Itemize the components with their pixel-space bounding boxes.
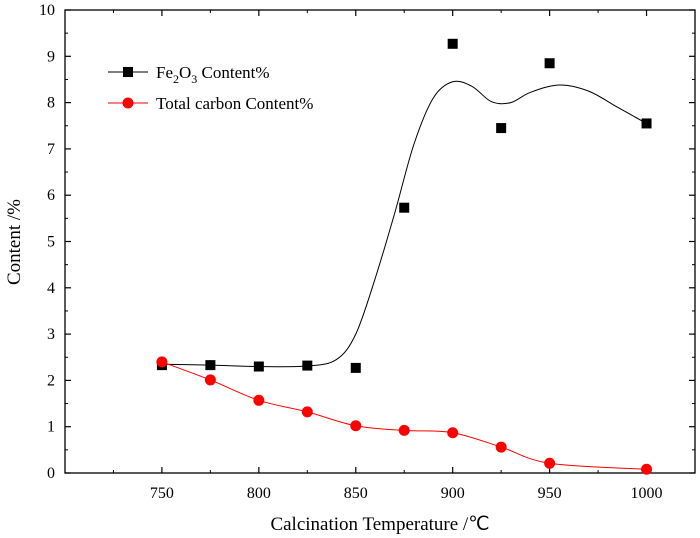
y-tick-label: 10 (39, 2, 55, 19)
y-tick-label: 2 (47, 372, 55, 389)
fe2o3-point (253, 361, 264, 372)
legend-fe2o3-label-part: Fe (156, 63, 173, 82)
legend-fe2o3-label-part: 2 (173, 72, 179, 86)
legend-fe2o3-label-part: 3 (191, 72, 197, 86)
fe2o3-point (350, 362, 361, 373)
fe2o3-fit-line (161, 80, 647, 368)
legend-fe2o3-label-part: Content% (197, 63, 269, 82)
legend-fe2o3-label: Fe2O3 Content% (156, 63, 270, 86)
fe2o3-point (447, 38, 458, 49)
carbon-point (301, 406, 313, 418)
x-tick-label: 800 (247, 485, 271, 502)
y-tick-label: 8 (47, 95, 55, 112)
legend-fe2o3-marker (123, 67, 133, 77)
series-layer (156, 38, 653, 475)
carbon-point (641, 463, 653, 475)
y-tick-label: 7 (47, 141, 55, 158)
carbon-point (253, 394, 265, 406)
fe2o3-point (544, 58, 555, 69)
legend: Fe2O3 Content% Total carbon Content% (108, 63, 313, 113)
legend-carbon-marker (122, 97, 134, 109)
x-tick-label: 750 (150, 485, 174, 502)
legend-carbon-label: Total carbon Content% (156, 94, 313, 113)
y-tick-label: 1 (47, 419, 55, 436)
y-axis-title: Content /% (4, 199, 25, 285)
y-tick-label: 9 (47, 48, 55, 65)
carbon-point (495, 441, 507, 453)
carbon-point (204, 374, 216, 386)
x-axis-title: Calcination Temperature /℃ (270, 514, 489, 535)
x-axis: 750 800 850 900 950 1000 (112, 10, 663, 502)
x-tick-label: 950 (538, 485, 562, 502)
series-fe2o3 (156, 38, 652, 373)
y-tick-label: 4 (47, 280, 55, 297)
carbon-point (398, 424, 410, 436)
fe2o3-point (205, 360, 216, 371)
y-tick-label: 5 (47, 234, 55, 251)
x-tick-label: 900 (441, 485, 465, 502)
legend-fe2o3-label-part: O (179, 63, 191, 82)
fe2o3-point (641, 118, 652, 129)
x-tick-label: 1000 (631, 485, 663, 502)
carbon-point (447, 427, 459, 439)
y-tick-label: 6 (47, 187, 55, 204)
carbon-line (161, 361, 647, 470)
x-tick-label: 850 (344, 485, 368, 502)
carbon-point (156, 356, 168, 368)
series-total-carbon (156, 356, 653, 475)
carbon-point (350, 420, 362, 432)
fe2o3-point (496, 123, 507, 134)
fe2o3-point (399, 202, 410, 213)
y-tick-label: 0 (47, 465, 55, 482)
carbon-point (544, 457, 556, 469)
fe2o3-point (302, 360, 313, 371)
y-tick-label: 3 (47, 326, 55, 343)
